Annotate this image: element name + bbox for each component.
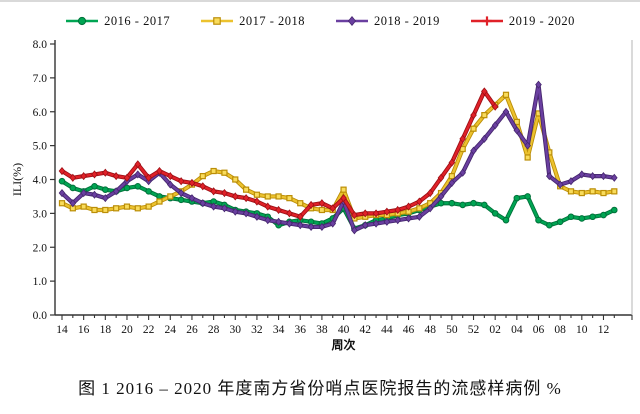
legend-marker-icon bbox=[336, 15, 368, 27]
y-tick-label: 4.0 bbox=[33, 175, 48, 187]
x-tick-label: 50 bbox=[446, 324, 458, 336]
legend-label: 2019 - 2020 bbox=[508, 13, 575, 28]
legend-item-2019-2020: 2019 - 2020 bbox=[470, 14, 575, 29]
x-tick-label: 22 bbox=[143, 324, 155, 336]
y-tick-label: 3.0 bbox=[33, 208, 48, 220]
y-tick-label: 0.0 bbox=[33, 310, 48, 322]
x-tick-label: 48 bbox=[424, 324, 436, 336]
x-tick-label: 20 bbox=[121, 324, 133, 336]
ili-line-chart: 0.0 1.0 2.0 3.0 4.0 5.0 6.0 7.0 8.0 ILI(%) 14 16 18 2… bbox=[10, 39, 633, 352]
y-tick-label: 2.0 bbox=[33, 242, 48, 254]
x-tick-label: 04 bbox=[511, 324, 523, 336]
y-tick-label: 6.0 bbox=[33, 107, 48, 119]
x-tick-label: 26 bbox=[186, 324, 198, 336]
chart-legend: 2016 - 2017 2017 - 2018 2018 - 2019 2019 - … bbox=[0, 2, 640, 36]
x-tick-label: 36 bbox=[294, 324, 306, 336]
y-axis-title: ILI(%) bbox=[10, 163, 24, 196]
x-tick-label: 24 bbox=[165, 324, 177, 336]
x-tick-label: 34 bbox=[273, 324, 285, 336]
x-tick-label: 30 bbox=[230, 324, 242, 336]
x-tick-label: 28 bbox=[208, 324, 220, 336]
x-tick-label: 14 bbox=[56, 324, 68, 336]
y-tick-label: 5.0 bbox=[33, 141, 48, 153]
legend-marker-icon bbox=[66, 16, 99, 26]
y-tick-label: 1.0 bbox=[33, 276, 48, 288]
legend-marker-icon bbox=[201, 17, 234, 25]
x-tick-label: 16 bbox=[78, 324, 90, 336]
legend-item-2018-2019: 2018 - 2019 bbox=[335, 14, 440, 29]
legend-item-2016-2017: 2016 - 2017 bbox=[65, 14, 170, 29]
x-tick-label: 42 bbox=[359, 324, 371, 336]
x-tick-label: 18 bbox=[100, 324, 112, 336]
legend-label: 2017 - 2018 bbox=[239, 13, 305, 28]
x-tick-label: 12 bbox=[598, 324, 610, 336]
figure-caption: 图 1 2016 – 2020 年度南方省份哨点医院报告的流感样病例 % bbox=[78, 379, 562, 398]
legend-label: 2016 - 2017 bbox=[104, 13, 171, 28]
series-2019-2020 bbox=[58, 87, 499, 221]
x-axis-title: 周次 bbox=[331, 337, 355, 352]
y-tick-label: 7.0 bbox=[33, 73, 48, 85]
x-tick-label: 44 bbox=[381, 324, 393, 336]
series-2018-2019 bbox=[58, 80, 618, 235]
legend-item-2017-2018: 2017 - 2018 bbox=[200, 14, 305, 29]
legend-label: 2018 - 2019 bbox=[374, 13, 440, 28]
x-tick-label: 38 bbox=[316, 324, 328, 336]
x-tick-label: 02 bbox=[489, 324, 501, 336]
x-tick-label: 46 bbox=[403, 324, 415, 336]
x-tick-label: 52 bbox=[468, 324, 480, 336]
x-tick-label: 10 bbox=[576, 324, 588, 336]
x-tick-label: 40 bbox=[338, 324, 350, 336]
legend-marker-icon bbox=[470, 16, 503, 26]
x-tick-label: 06 bbox=[533, 324, 545, 336]
x-tick-label: 32 bbox=[251, 324, 263, 336]
y-tick-label: 8.0 bbox=[33, 39, 48, 51]
x-tick-label: 08 bbox=[554, 324, 566, 336]
